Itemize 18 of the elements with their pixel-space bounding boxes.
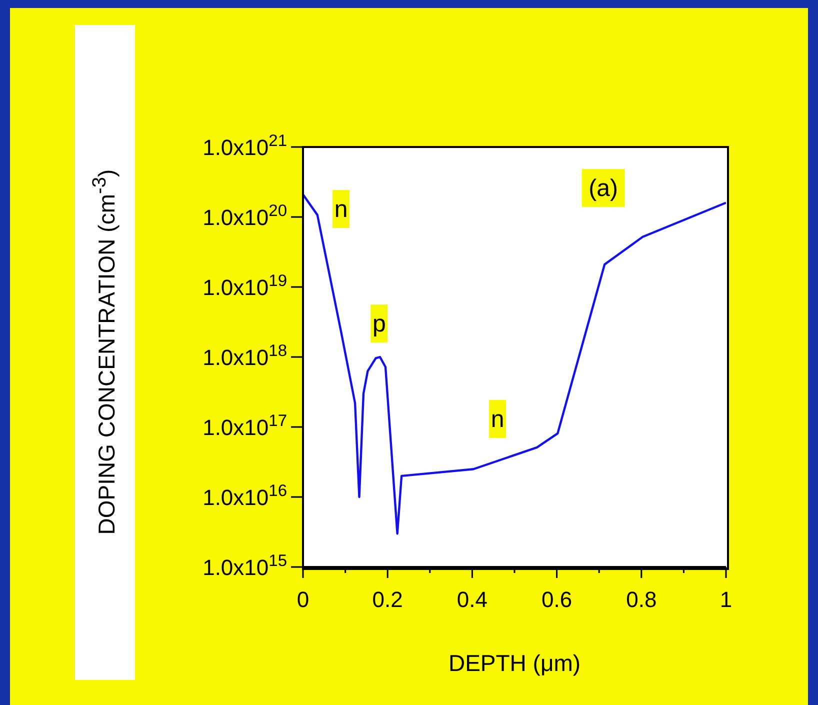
y-tick-label: 1.0x10$^{16}$ [202,482,287,510]
x-tick-label: 0.4 [456,587,488,612]
y-tick-label: 1.0x10$^{20}$ [202,202,287,230]
annotation: p [372,310,386,338]
y-tick-label: 1.0x10$^{17}$ [202,412,287,440]
x-tick-label: 0 [296,587,310,612]
annotation: n [490,406,504,434]
x-tick-label: 0.2 [372,587,403,612]
x-tick-label: 0.6 [542,587,572,612]
y-tick-label: 1.0x10$^{21}$ [202,132,287,160]
x-axis-title: DEPTH (μm) [448,650,581,677]
x-tick-label: 0.8 [626,587,657,612]
y-tick-label: 1.0x10$^{18}$ [202,342,287,370]
x-tick-label: 1 [720,587,732,612]
y-tick-label: 1.0x10$^{19}$ [202,272,287,300]
y-tick-label: 1.0x10$^{15}$ [202,552,287,580]
annotation: n [334,196,348,224]
annotation: (a) [588,174,618,202]
